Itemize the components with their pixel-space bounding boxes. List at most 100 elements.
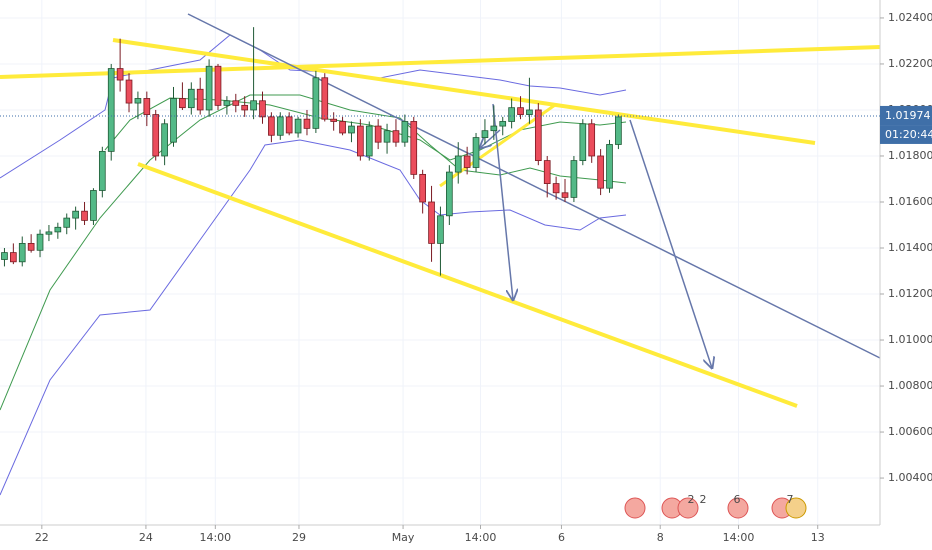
event-icon	[677, 497, 699, 519]
candle-body	[134, 98, 142, 104]
candle-body	[1, 252, 8, 260]
trend-line	[137, 162, 798, 408]
candle-body	[98, 150, 106, 191]
y-tick-label: 1.01600	[888, 195, 932, 208]
x-tick-label: 29	[292, 531, 306, 544]
candle-body	[321, 77, 329, 120]
countdown-label: 01:20:44	[885, 128, 932, 141]
y-tick-label: 1.01800	[888, 149, 932, 162]
candle-body	[517, 107, 524, 115]
arrow	[629, 119, 712, 368]
y-tick-label: 1.01000	[888, 333, 932, 346]
event-badge: 2	[700, 493, 707, 506]
candle-body	[357, 125, 364, 157]
candle-body	[419, 173, 426, 203]
arrow	[492, 103, 513, 300]
candle-body	[428, 201, 435, 244]
candle-body	[179, 98, 186, 109]
x-tick-label: 22	[35, 531, 49, 544]
trend-line	[187, 13, 881, 359]
x-tick-label: 14:00	[199, 531, 231, 544]
y-tick-label: 1.02200	[888, 57, 932, 70]
candle-body	[187, 88, 195, 109]
candle-body	[392, 130, 400, 143]
candle-body	[579, 123, 587, 161]
x-tick-label: May	[392, 531, 415, 544]
countdown-box	[880, 125, 932, 144]
candle-body	[276, 116, 284, 136]
candle-body	[294, 118, 302, 134]
axes: 1.024001.022001.020001.018001.016001.014…	[0, 11, 932, 544]
event-icon	[785, 497, 807, 519]
y-tick-label: 1.00600	[888, 425, 932, 438]
candle-body	[285, 116, 293, 134]
candle-body	[410, 121, 418, 175]
event-badge: 7	[787, 493, 794, 506]
candle-body	[63, 217, 71, 228]
arrow	[480, 129, 501, 148]
candle-body	[223, 100, 231, 106]
candle-body	[508, 107, 515, 122]
candle-body	[606, 144, 613, 189]
x-tick-label: 6	[558, 531, 565, 544]
last-price-label: 1.01974	[885, 109, 931, 122]
y-tick-label: 1.00400	[888, 471, 932, 484]
candle-body	[259, 100, 266, 118]
candle-body	[348, 125, 355, 134]
candle-body	[161, 123, 168, 157]
candle-body	[10, 252, 17, 263]
candle-body	[143, 98, 151, 115]
last-price-box	[880, 105, 932, 126]
x-tick-label: 14:00	[465, 531, 497, 544]
candle-body	[107, 68, 115, 152]
candle-body	[330, 118, 338, 122]
candle-body	[170, 98, 177, 143]
candle-body	[312, 77, 320, 129]
candle-body	[597, 155, 604, 189]
candle-body	[36, 233, 44, 251]
candle-body	[454, 155, 462, 173]
candle-body	[472, 137, 480, 168]
candle-body	[534, 109, 542, 161]
candle-body	[72, 210, 79, 219]
candle-body	[90, 190, 97, 221]
candle-body	[437, 215, 444, 244]
candle-body	[365, 125, 373, 157]
candle-body	[214, 65, 222, 106]
x-tick-label: 8	[657, 531, 664, 544]
y-tick-label: 1.02400	[888, 11, 932, 24]
candle-body	[481, 130, 489, 138]
bollinger-lower	[0, 139, 627, 496]
candle-body	[490, 125, 498, 132]
candle-body	[561, 192, 569, 198]
x-tick-label: 14:00	[723, 531, 755, 544]
candles	[1, 27, 622, 276]
candle-body	[570, 160, 578, 198]
x-tick-label: 24	[139, 531, 153, 544]
candle-body	[339, 121, 346, 134]
candle-body	[116, 68, 124, 81]
candle-body	[401, 121, 409, 143]
event-icon	[727, 497, 749, 519]
candle-body	[196, 88, 204, 111]
events: 2 2 6 7	[624, 493, 807, 519]
x-tick-label: 13	[811, 531, 825, 544]
event-icon	[624, 497, 646, 519]
candle-body	[374, 125, 382, 143]
y-tick-label: 1.01200	[888, 287, 932, 300]
candle-body	[81, 210, 88, 221]
candle-body	[615, 116, 622, 145]
y-tick-label: 1.00800	[888, 379, 932, 392]
candle-body	[543, 160, 551, 184]
candle-body	[383, 130, 391, 143]
candle-body	[463, 155, 471, 168]
candle-body	[499, 121, 507, 127]
candle-body	[446, 171, 453, 217]
event-badge: 2	[688, 493, 695, 506]
candle-body	[205, 65, 213, 111]
trend-line	[0, 45, 881, 79]
candle-body	[54, 226, 62, 233]
candle-body	[588, 123, 596, 157]
y-tick-label: 1.01400	[888, 241, 932, 254]
